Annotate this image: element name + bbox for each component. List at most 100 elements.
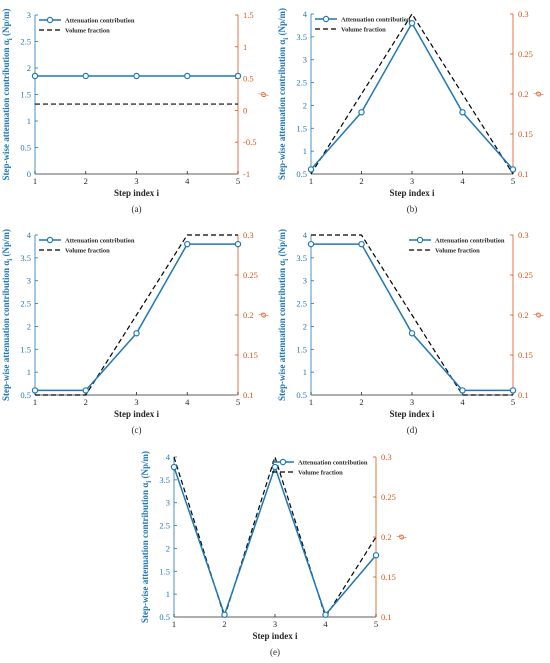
left-y-axis-label: Step-wise attenuation contribution αi (N… bbox=[1, 9, 14, 181]
x-tick-label: 5 bbox=[374, 619, 378, 629]
legend-attenuation-label: Attenuation contribution bbox=[298, 460, 368, 467]
left-y-axis-label-subscript: i bbox=[145, 481, 153, 483]
left-y-tick-label: 1 bbox=[27, 116, 31, 126]
panel-label: (b) bbox=[407, 204, 418, 214]
right-y-tick-label: 0.1 bbox=[518, 390, 529, 400]
legend-attenuation-marker bbox=[46, 236, 54, 244]
left-y-axis-label: Step-wise attenuation contribution αi (N… bbox=[140, 451, 153, 623]
left-y-tick-label: 0.5 bbox=[20, 390, 31, 400]
attenuation-marker bbox=[307, 240, 315, 248]
legend: Attenuation contribution Volume fraction bbox=[315, 15, 411, 34]
right-y-tick-label: 0.2 bbox=[518, 310, 529, 320]
left-y-tick-label: 1.5 bbox=[20, 90, 31, 100]
right-y-tick-label: 0.15 bbox=[518, 129, 533, 139]
x-tick-label: 1 bbox=[309, 397, 313, 407]
right-y-tick-label: -1 bbox=[243, 169, 250, 179]
x-axis-label: Step index i bbox=[114, 188, 160, 198]
left-y-tick-label: 3.5 bbox=[20, 253, 31, 263]
x-tick-label: 4 bbox=[185, 176, 190, 186]
legend-attenuation-label: Attenuation contribution bbox=[65, 238, 135, 245]
left-y-tick-label: 3 bbox=[166, 498, 170, 508]
legend: Attenuation contribution Volume fraction bbox=[272, 458, 368, 477]
legend-attenuation-label: Attenuation contribution bbox=[341, 17, 411, 24]
panel-4: 1 2 3 4 50.511.522.533.540.10.150.20.250.3St… bbox=[277, 229, 544, 435]
left-y-tick-label: 2.5 bbox=[20, 37, 31, 47]
left-y-tick-label: 0.5 bbox=[296, 390, 307, 400]
left-y-axis-label-unit: (Np/m) bbox=[277, 229, 287, 259]
left-y-tick-label: 2.5 bbox=[159, 521, 170, 531]
x-tick-label: 2 bbox=[359, 397, 363, 407]
x-tick-label: 4 bbox=[460, 176, 465, 186]
x-tick-label: 2 bbox=[222, 619, 226, 629]
x-tick-label: 3 bbox=[134, 397, 138, 407]
attenuation-marker bbox=[184, 240, 191, 248]
right-y-tick-label: 0.25 bbox=[518, 49, 533, 59]
legend-attenuation-marker bbox=[416, 236, 424, 244]
x-tick-label: 1 bbox=[309, 176, 313, 186]
left-y-tick-label: 2 bbox=[303, 321, 307, 331]
x-tick-label: 3 bbox=[273, 619, 277, 629]
attenuation-marker bbox=[408, 330, 416, 337]
legend-volume-label: Volume fraction bbox=[65, 248, 110, 255]
attenuation-marker bbox=[184, 72, 191, 80]
legend: Attenuation contribution Volume fraction bbox=[409, 236, 505, 255]
x-axis-label: Step index i bbox=[252, 631, 298, 641]
left-y-tick-label: 2.5 bbox=[20, 299, 31, 309]
right-y-tick-label: 0.15 bbox=[381, 572, 396, 582]
legend-volume-label: Volume fraction bbox=[298, 470, 343, 477]
right-y-tick-label: 0.1 bbox=[381, 612, 392, 622]
right-y-tick-label: 0.1 bbox=[243, 390, 254, 400]
x-tick-label: 2 bbox=[84, 397, 88, 407]
right-y-tick-label: 1 bbox=[243, 42, 247, 52]
left-y-axis-label-unit: (Np/m) bbox=[1, 229, 11, 259]
right-y-tick-label: 0.3 bbox=[381, 452, 392, 462]
x-axis-label: Step index i bbox=[389, 409, 435, 419]
left-y-axis-label-main: Step-wise attenuation contribution α bbox=[1, 40, 11, 180]
attenuation-marker bbox=[234, 72, 242, 80]
attenuation-marker bbox=[271, 463, 279, 471]
x-tick-label: 5 bbox=[236, 397, 240, 407]
right-y-tick-label: 1.5 bbox=[243, 10, 254, 20]
left-y-tick-label: 2 bbox=[166, 543, 170, 553]
left-y-tick-label: 3.5 bbox=[296, 253, 307, 263]
right-y-axis-label: ϕ bbox=[258, 92, 269, 97]
attenuation-marker bbox=[133, 330, 140, 337]
legend: Attenuation contribution Volume fraction bbox=[39, 236, 135, 255]
legend-attenuation-label: Attenuation contribution bbox=[435, 238, 505, 245]
left-y-tick-label: 1.5 bbox=[20, 344, 31, 354]
x-tick-label: 1 bbox=[33, 176, 37, 186]
left-y-tick-label: 4 bbox=[166, 452, 171, 462]
left-y-axis-label: Step-wise attenuation contribution αi (N… bbox=[1, 229, 14, 401]
right-y-tick-label: 0.3 bbox=[243, 230, 254, 240]
left-y-tick-label: 2.5 bbox=[296, 299, 307, 309]
x-tick-label: 2 bbox=[84, 176, 88, 186]
left-y-tick-label: 1 bbox=[303, 146, 307, 156]
left-y-tick-label: 3 bbox=[27, 276, 31, 286]
x-tick-label: 3 bbox=[410, 176, 414, 186]
right-y-tick-label: -0.5 bbox=[243, 137, 256, 147]
x-tick-label: 5 bbox=[511, 397, 515, 407]
attenuation-marker bbox=[170, 463, 178, 471]
right-y-tick-label: 0.25 bbox=[518, 270, 533, 280]
left-y-axis-label-main: Step-wise attenuation contribution α bbox=[140, 483, 150, 623]
volume-fraction-line bbox=[310, 12, 514, 175]
legend-attenuation-marker bbox=[279, 458, 287, 466]
panel-label: (c) bbox=[132, 425, 142, 435]
x-tick-label: 4 bbox=[460, 397, 465, 407]
attenuation-line bbox=[35, 243, 238, 392]
attenuation-marker bbox=[221, 611, 228, 618]
attenuation-marker bbox=[459, 109, 466, 116]
attenuation-marker bbox=[133, 72, 140, 80]
attenuation-marker bbox=[307, 166, 315, 173]
left-y-tick-label: 1.5 bbox=[159, 566, 170, 576]
left-y-tick-label: 0.5 bbox=[159, 612, 170, 622]
right-y-tick-label: 0.3 bbox=[518, 230, 529, 240]
right-y-tick-label: 0.15 bbox=[243, 350, 258, 360]
panel-5: 1 2 3 4 50.511.522.533.540.10.150.20.250.3St… bbox=[140, 451, 407, 657]
x-tick-label: 5 bbox=[236, 176, 240, 186]
x-tick-label: 2 bbox=[359, 176, 363, 186]
left-y-tick-label: 1.5 bbox=[296, 344, 307, 354]
panel-label: (d) bbox=[407, 425, 418, 435]
left-y-tick-label: 1 bbox=[166, 589, 170, 599]
attenuation-marker bbox=[82, 72, 89, 80]
